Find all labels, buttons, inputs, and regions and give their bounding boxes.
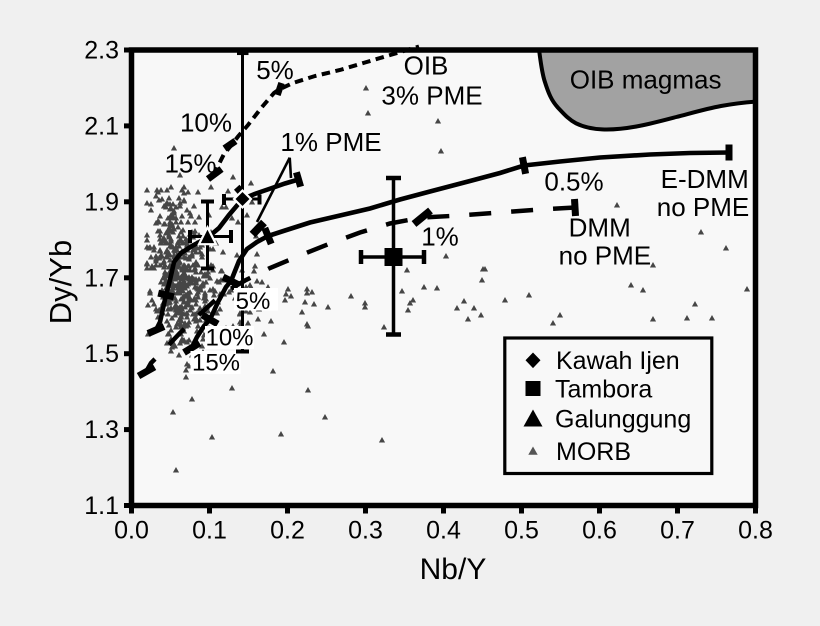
svg-text:OIB magmas: OIB magmas bbox=[570, 65, 722, 95]
svg-text:0.4: 0.4 bbox=[426, 517, 461, 545]
svg-text:1.7: 1.7 bbox=[84, 264, 119, 292]
svg-text:15%: 15% bbox=[192, 350, 240, 377]
svg-text:5%: 5% bbox=[236, 288, 271, 315]
svg-text:5%: 5% bbox=[256, 55, 294, 85]
svg-text:1.1: 1.1 bbox=[84, 492, 119, 520]
svg-text:no PME: no PME bbox=[559, 241, 652, 271]
svg-text:10%: 10% bbox=[180, 108, 232, 138]
svg-text:0.2: 0.2 bbox=[270, 517, 305, 545]
svg-text:0.5: 0.5 bbox=[504, 517, 539, 545]
svg-text:0.3: 0.3 bbox=[348, 517, 383, 545]
svg-text:2.1: 2.1 bbox=[84, 112, 119, 140]
svg-text:Nb/Y: Nb/Y bbox=[420, 553, 487, 586]
svg-text:Dy/Yb: Dy/Yb bbox=[43, 240, 78, 324]
svg-text:1% PME: 1% PME bbox=[280, 127, 381, 157]
svg-text:DMM: DMM bbox=[569, 213, 631, 243]
svg-text:Galunggung: Galunggung bbox=[555, 406, 691, 434]
svg-text:1.5: 1.5 bbox=[84, 340, 119, 368]
svg-text:no PME: no PME bbox=[657, 192, 750, 222]
svg-text:0.1: 0.1 bbox=[192, 517, 227, 545]
svg-text:2.3: 2.3 bbox=[84, 37, 119, 65]
svg-text:OIB: OIB bbox=[404, 51, 449, 81]
svg-text:E-DMM: E-DMM bbox=[661, 164, 749, 194]
svg-text:0.8: 0.8 bbox=[738, 517, 773, 545]
svg-text:Tambora: Tambora bbox=[555, 376, 652, 404]
svg-text:0.7: 0.7 bbox=[660, 517, 695, 545]
svg-text:3% PME: 3% PME bbox=[381, 81, 482, 111]
svg-text:0.6: 0.6 bbox=[582, 517, 617, 545]
svg-text:Kawah Ijen: Kawah Ijen bbox=[556, 347, 680, 375]
svg-text:0.0: 0.0 bbox=[114, 517, 149, 545]
svg-text:1.9: 1.9 bbox=[84, 188, 119, 216]
svg-text:1.3: 1.3 bbox=[84, 416, 119, 444]
svg-text:0.5%: 0.5% bbox=[544, 167, 603, 197]
svg-text:10%: 10% bbox=[205, 325, 253, 352]
svg-text:MORB: MORB bbox=[556, 438, 631, 466]
svg-text:1%: 1% bbox=[421, 222, 459, 252]
svg-text:15%: 15% bbox=[164, 149, 216, 179]
